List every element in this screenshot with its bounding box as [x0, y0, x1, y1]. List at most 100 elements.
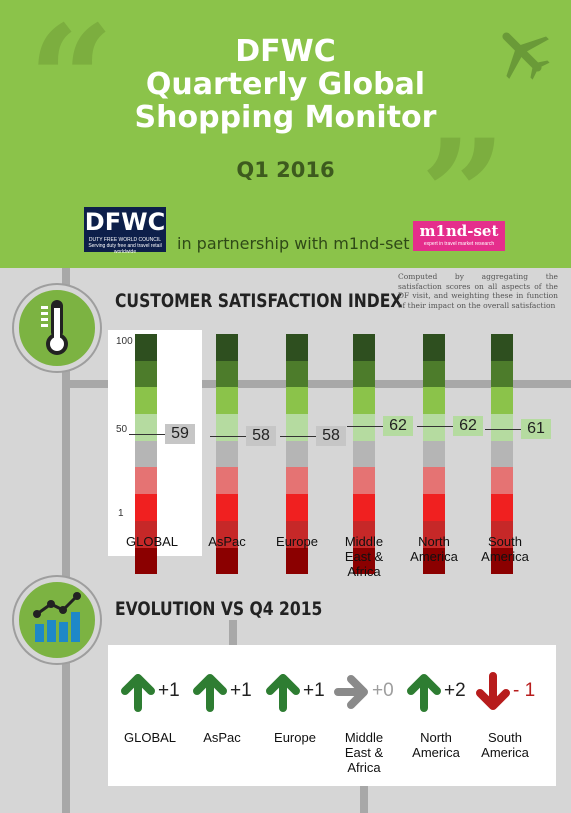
delta-value: +2 — [444, 680, 466, 701]
region-label: Middle East & Africa — [344, 534, 384, 579]
score-value: 62 — [453, 416, 483, 437]
scale-segment — [135, 440, 157, 468]
score-marker — [129, 433, 165, 435]
scale-segment — [423, 414, 445, 441]
arrow-up-icon — [407, 674, 441, 712]
region-label: Europe — [276, 534, 318, 549]
scale-segment — [286, 414, 308, 441]
scale-segment — [423, 440, 445, 468]
scale-segment — [491, 440, 513, 468]
scale-segment — [216, 387, 238, 415]
scale-segment — [216, 520, 238, 548]
scale-segment — [216, 440, 238, 468]
region-label: South America — [481, 534, 529, 564]
evolution-region-label: Europe — [274, 730, 316, 745]
scale-segment — [353, 414, 375, 441]
open-quote-icon: “ — [28, 0, 115, 169]
scale-segment — [423, 387, 445, 415]
satisfaction-bar — [491, 334, 513, 575]
scale-segment — [216, 494, 238, 521]
scale-segment — [491, 520, 513, 548]
evolution-title: EVOLUTION VS Q4 2015 — [115, 598, 323, 620]
score-marker — [347, 426, 383, 428]
scale-segment — [353, 387, 375, 415]
thermometer-icon — [41, 300, 68, 355]
evolution-region-label: GLOBAL — [123, 730, 177, 745]
delta-value: +1 — [230, 680, 252, 701]
mindset-logo-text: m1nd-set — [419, 222, 499, 240]
scale-segment — [423, 547, 445, 575]
scale-segment — [286, 334, 308, 361]
satisfaction-bar — [423, 334, 445, 575]
bottom-stub-line — [360, 786, 368, 813]
scale-segment — [423, 467, 445, 495]
scale-segment — [353, 440, 375, 468]
score-value: 58 — [316, 425, 346, 446]
dfwc-logo-text: DFWC — [84, 208, 166, 236]
csi-connector-line — [62, 380, 571, 388]
delta-value: +0 — [372, 680, 394, 701]
evo-stub-line — [229, 620, 237, 650]
scale-segment — [491, 547, 513, 575]
delta-value: +1 — [158, 680, 180, 701]
evolution-region-label: South America — [481, 730, 529, 760]
satisfaction-bar — [216, 334, 238, 575]
delta-value: +1 — [303, 680, 325, 701]
title-line2: Quarterly Global — [145, 67, 426, 102]
partnership-text: in partnership with m1nd-set — [177, 234, 410, 253]
scale-segment — [491, 494, 513, 521]
scale-segment — [491, 414, 513, 441]
scale-segment — [216, 414, 238, 441]
axis-1: 1 — [118, 508, 124, 519]
left-connector-line — [62, 268, 70, 813]
scale-segment — [135, 547, 157, 575]
chart-badge — [14, 577, 100, 663]
score-marker — [417, 426, 453, 428]
scale-segment — [286, 360, 308, 388]
score-marker — [485, 428, 521, 430]
csi-note: Computed by aggregating the satisfaction… — [398, 272, 558, 310]
scale-segment — [216, 360, 238, 388]
arrow-up-icon — [121, 674, 155, 712]
delta-value: - 1 — [513, 680, 536, 701]
scale-segment — [216, 547, 238, 575]
scale-segment — [353, 547, 375, 575]
arrow-up-icon — [266, 674, 300, 712]
evolution-panel — [108, 645, 556, 786]
arrow-up-icon — [193, 674, 227, 712]
arrow-right-icon — [334, 675, 368, 709]
scale-segment — [135, 414, 157, 441]
scale-segment — [216, 334, 238, 361]
scale-segment — [423, 520, 445, 548]
region-label: AsPac — [208, 534, 246, 549]
axis-50: 50 — [116, 424, 128, 435]
evolution-region-label: Middle East & Africa — [344, 730, 384, 775]
csi-title: CUSTOMER SATISFACTION INDEX — [115, 290, 403, 312]
score-value: 62 — [383, 416, 413, 437]
score-value: 61 — [521, 418, 551, 439]
scale-segment — [135, 360, 157, 388]
scale-segment — [286, 547, 308, 575]
arrow-down-icon — [476, 672, 510, 710]
scale-segment — [353, 467, 375, 495]
scale-segment — [135, 494, 157, 521]
scale-segment — [491, 467, 513, 495]
scale-segment — [423, 334, 445, 361]
bar-chart-icon — [33, 592, 81, 642]
thermometer-badge — [14, 285, 100, 371]
scale-segment — [423, 494, 445, 521]
scale-segment — [491, 334, 513, 361]
evolution-region-label: North America — [412, 730, 460, 760]
scale-segment — [353, 520, 375, 548]
mindset-logo-sub: expert in travel market research — [423, 241, 495, 247]
scale-segment — [353, 494, 375, 521]
scale-segment — [353, 360, 375, 388]
scale-segment — [286, 440, 308, 468]
scale-segment — [353, 334, 375, 361]
scale-segment — [135, 520, 157, 548]
title-line1: DFWC — [235, 34, 336, 69]
scale-segment — [135, 334, 157, 361]
scale-segment — [286, 494, 308, 521]
scale-segment — [286, 520, 308, 548]
score-marker — [280, 435, 316, 437]
